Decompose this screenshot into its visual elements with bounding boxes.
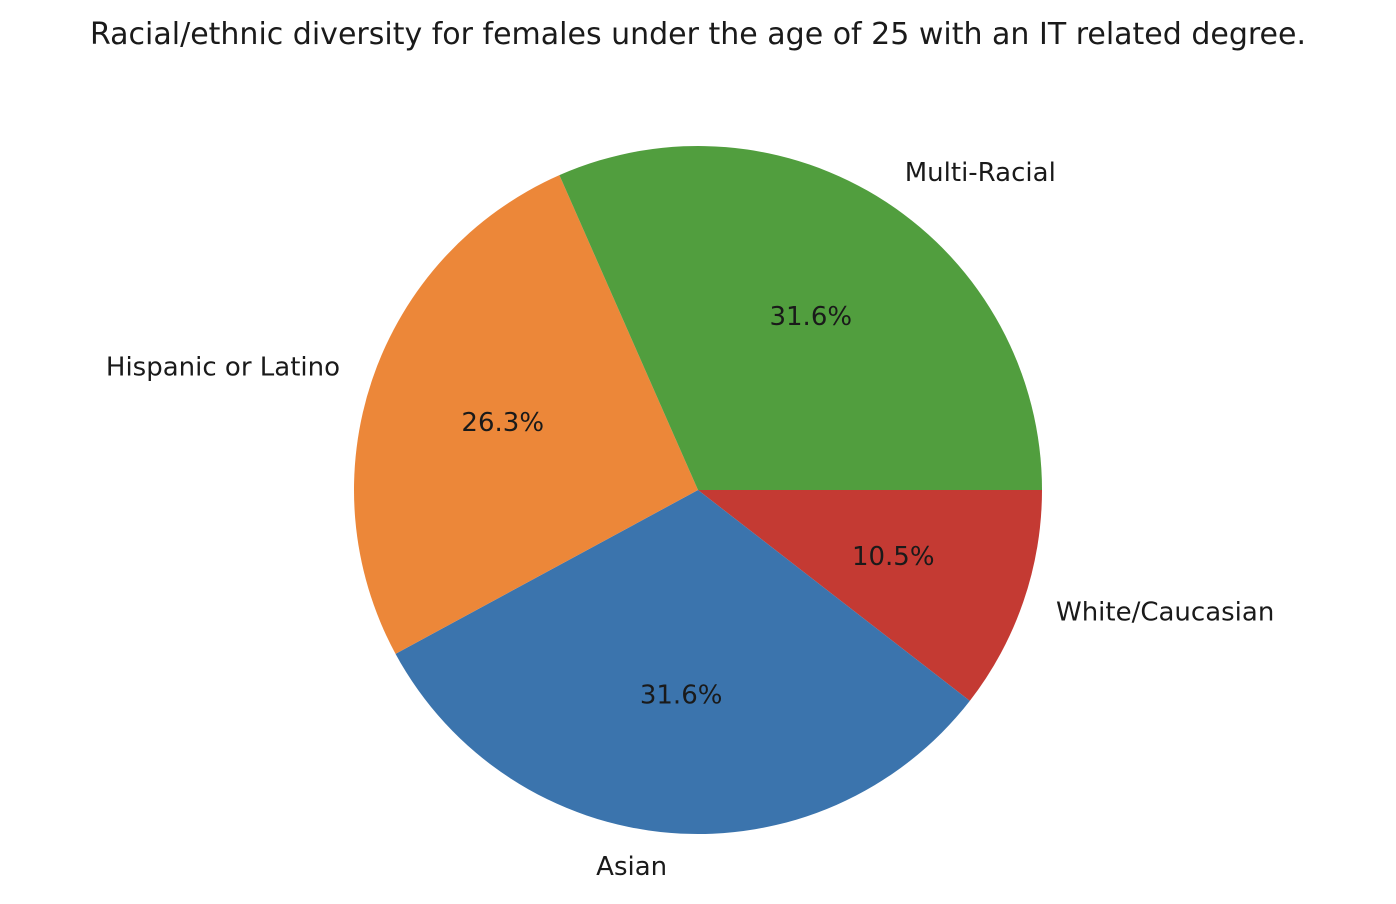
percent-label-multi-racial: 31.6%: [769, 302, 852, 332]
percent-label-white-caucasian: 10.5%: [852, 542, 935, 572]
percent-label-asian: 31.6%: [640, 681, 723, 711]
chart-title: Racial/ethnic diversity for females unde…: [90, 17, 1306, 52]
pie-slice-asian: [395, 490, 970, 834]
pie-slice-multi-racial: [559, 146, 1042, 490]
pie-slices: [354, 146, 1042, 834]
pie-slice-white-caucasian: [698, 490, 1042, 701]
percent-label-hispanic-or-latino: 26.3%: [461, 408, 544, 438]
slice-label-asian: Asian: [596, 852, 667, 882]
pie-labels: White/Caucasian 10.5% Asian 31.6% Hispanic o…: [106, 158, 1274, 882]
slice-label-multi-racial: Multi-Racial: [905, 158, 1056, 188]
slice-label-white-caucasian: White/Caucasian: [1056, 598, 1274, 628]
slice-label-hispanic-or-latino: Hispanic or Latino: [106, 352, 340, 382]
pie-slice-hispanic-or-latino: [354, 175, 698, 654]
